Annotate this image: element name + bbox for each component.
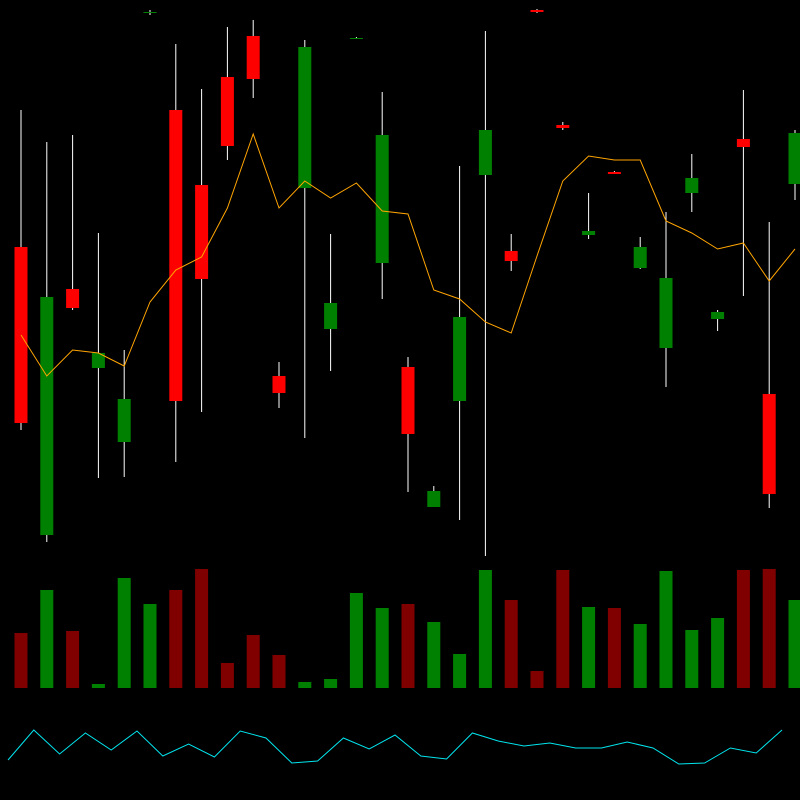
volume-bar <box>375 608 389 688</box>
candle-body <box>453 317 467 401</box>
volume-bar <box>349 593 363 688</box>
candle-body <box>736 139 750 147</box>
candle-body <box>685 178 699 193</box>
volume-bar <box>788 600 800 688</box>
candle-body <box>711 312 725 319</box>
candle-body <box>143 12 157 13</box>
volume-bar <box>246 635 260 688</box>
candle-body <box>607 172 621 174</box>
volume-bar <box>220 663 234 688</box>
volume-bar <box>711 618 725 688</box>
volume-bar <box>736 570 750 688</box>
volume-bar <box>659 571 673 688</box>
volume-bar <box>195 569 209 688</box>
volume-bar <box>14 633 28 688</box>
candle-body <box>169 110 183 401</box>
volume-bar <box>633 624 647 688</box>
candle-body <box>40 297 54 535</box>
volume-bar <box>556 570 570 688</box>
candle-body <box>195 185 209 279</box>
candle-body <box>349 38 363 39</box>
volume-bar <box>298 682 312 688</box>
volume-bar <box>453 654 467 688</box>
candle-body <box>659 278 673 348</box>
candle-body <box>427 491 441 507</box>
candle-body <box>117 399 131 442</box>
candle-body <box>66 289 80 308</box>
volume-bar <box>143 604 157 688</box>
volume-bar <box>272 655 286 688</box>
candle-body <box>324 303 338 329</box>
candle-body <box>272 376 286 393</box>
candle-body <box>220 77 234 146</box>
candle-body <box>633 247 647 268</box>
candle-body <box>246 36 260 79</box>
candle-body <box>504 251 518 261</box>
volume-bar <box>117 578 131 688</box>
volume-bar <box>607 608 621 688</box>
candle-body <box>91 353 105 368</box>
moving-average <box>20 132 796 377</box>
volume-bar <box>401 604 415 688</box>
candle-body <box>401 367 415 434</box>
candle-body <box>375 135 389 263</box>
volume-bar <box>685 630 699 688</box>
volume-bar <box>324 679 338 688</box>
candle-body <box>530 10 544 12</box>
candle-body <box>582 231 596 235</box>
volume-bar <box>169 590 183 688</box>
candle-body <box>478 130 492 175</box>
candle-body <box>762 394 776 494</box>
volume-bar <box>427 622 441 688</box>
volume-bar <box>66 631 80 688</box>
candle-body <box>556 125 570 128</box>
volume-bar <box>91 684 105 688</box>
volume-bar <box>40 590 54 688</box>
volume-bar <box>478 570 492 688</box>
volume-bar <box>762 569 776 688</box>
indicator-line <box>7 729 783 765</box>
volume-bar <box>530 671 544 688</box>
volume-bar <box>504 600 518 688</box>
candle-body <box>788 133 800 184</box>
volume-bar <box>582 607 596 688</box>
candle-body <box>298 47 312 188</box>
